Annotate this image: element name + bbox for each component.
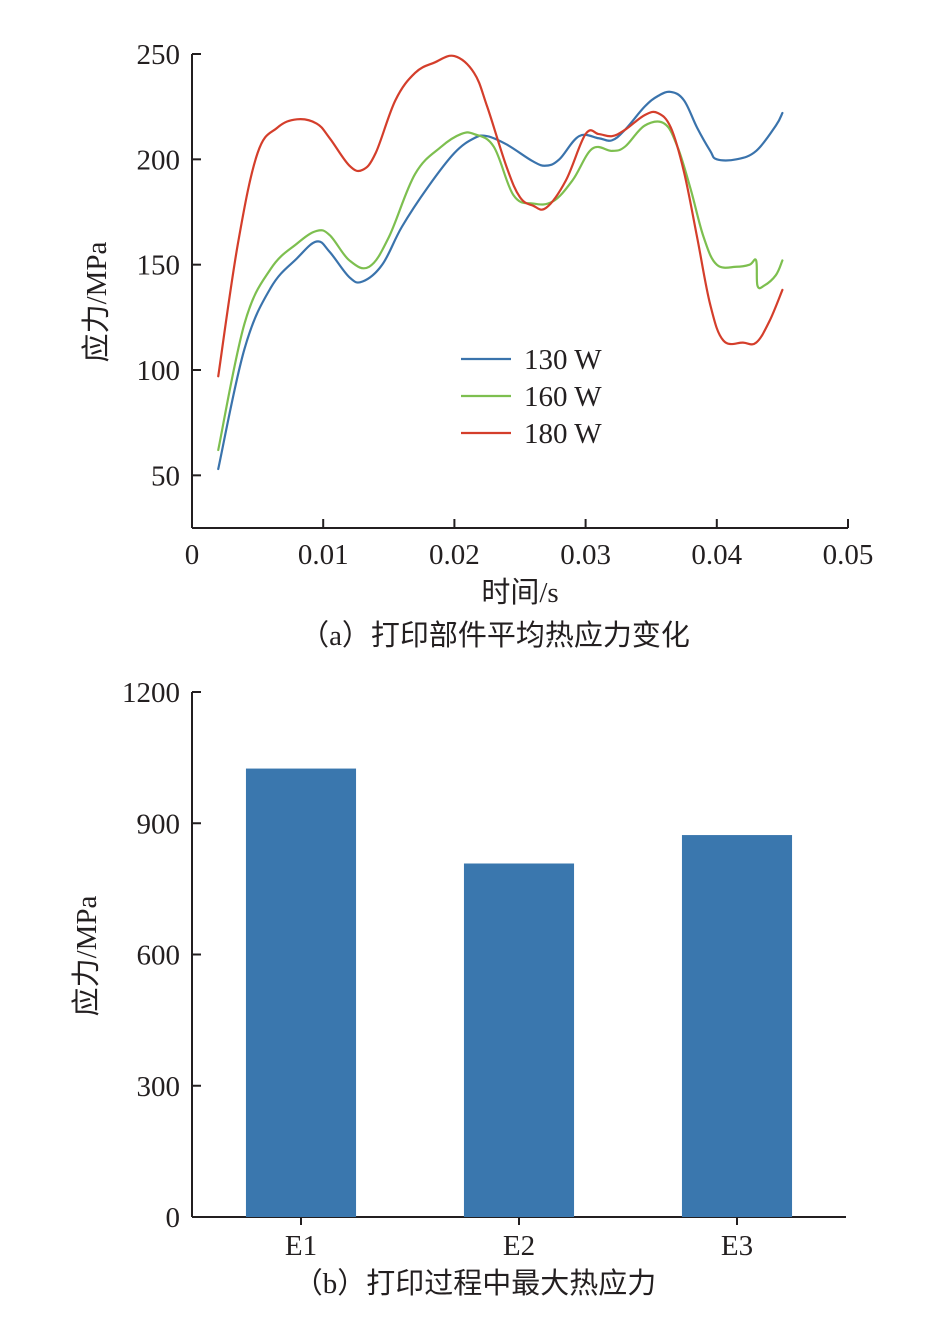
chart-b-y-tick-label: 600 [137,940,181,972]
chart-b-x-tick-label: E3 [721,1230,753,1262]
chart-a-caption: （a）打印部件平均热应力变化 [300,619,690,652]
chart-a-y-tick-label: 100 [137,355,181,387]
chart-a-legend: 130 W 160 W 180 W [461,344,602,450]
chart-a-x-tick-label: 0 [185,539,200,571]
chart-b-y-tick-label: 300 [137,1071,181,1103]
chart-a-ticks: 50 100 150 200 250 0 0.01 0.02 0.03 0.04 0.05 [137,39,874,571]
chart-a-x-tick-label: 0.03 [560,539,611,571]
chart-a-x-tick-label: 0.05 [823,539,874,571]
bar-e3 [681,835,793,1217]
bar-e2 [463,863,575,1217]
chart-b-y-tick-label: 900 [137,808,181,840]
chart-a-x-tick-label: 0.02 [429,539,480,571]
legend-label: 180 W [524,418,602,450]
chart-b-caption: （b）打印过程中最大热应力 [294,1267,657,1300]
chart-b-y-axis-title: 应力/MPa [70,895,103,1016]
bar-chart-max-thermal-stress: 0 300 600 900 1200 E1 E2 E3 应力/MPa （b）打印过程中最大热… [70,677,846,1300]
chart-b-x-tick-label: E2 [503,1230,535,1262]
bar-e1 [245,768,357,1217]
chart-a-y-tick-label: 250 [137,39,181,71]
chart-b-bars: E1 E2 E3 [245,768,793,1262]
chart-a-y-tick-label: 200 [137,144,181,176]
chart-a-x-tick-label: 0.04 [691,539,742,571]
line-chart-thermal-stress: 50 100 150 200 250 0 0.01 0.02 0.03 0.04 0.05 130 … [80,39,873,652]
legend-label: 160 W [524,381,602,413]
chart-b-y-tick-label: 1200 [122,677,180,709]
series-line-130w [217,90,784,471]
chart-a-x-axis-title: 时间/s [481,576,558,609]
chart-b-ticks: 0 300 600 900 1200 [122,677,201,1234]
legend-item-130w: 130 W [461,344,602,376]
legend-item-180w: 180 W [461,418,602,450]
chart-a-y-tick-label: 150 [137,250,181,282]
legend-item-160w: 160 W [461,381,602,413]
legend-label: 130 W [524,344,602,376]
series-line-180w [217,54,784,378]
chart-a-x-tick-label: 0.01 [298,539,349,571]
series-line-160w [217,120,784,452]
chart-b-y-tick-label: 0 [166,1202,181,1234]
chart-a-series-lines [217,54,784,471]
chart-b-x-tick-label: E1 [285,1230,317,1262]
chart-a-y-tick-label: 50 [151,460,180,492]
chart-a-y-axis-title: 应力/MPa [80,241,113,362]
